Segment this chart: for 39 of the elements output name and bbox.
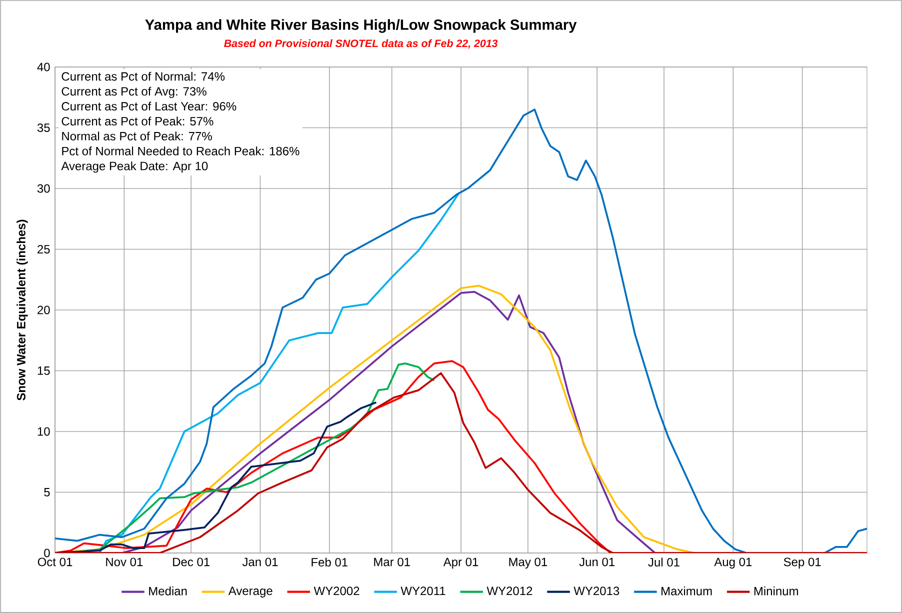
- chart-title: Yampa and White River Basins High/Low Snowpack Summary: [145, 19, 577, 33]
- legend-label: WY2012: [486, 586, 532, 596]
- y-tick-label: 5: [44, 488, 50, 496]
- legend-label: WY2011: [400, 586, 446, 596]
- chart-subtitle: Based on Provisional SNOTEL data as of Feb 22, 2013: [224, 39, 498, 49]
- x-tick-label: Mar 01: [374, 558, 410, 566]
- y-tick-label: 35: [37, 123, 50, 132]
- legend-label: Median: [149, 586, 187, 596]
- legend-label: Average: [228, 586, 272, 598]
- y-axis-title: Snow Water Equivalent (inches): [16, 220, 28, 400]
- y-tick-label: 10: [38, 427, 50, 436]
- legend-label: WY2002: [314, 586, 360, 596]
- x-tick-label: Oct 01: [38, 558, 72, 566]
- annotation: Current as Pct of Avg: 73%: [62, 86, 206, 98]
- y-tick-label: 40: [37, 62, 50, 72]
- annotation: Average Peak Date: Apr 10: [61, 161, 208, 173]
- y-tick-label: 0: [44, 548, 50, 558]
- legend-label: Mininum: [754, 586, 798, 596]
- x-tick-label: Feb 01: [312, 558, 348, 567]
- x-tick-label: Sep 01: [784, 558, 821, 569]
- annotation: Normal as Pct of Peak: 77%: [62, 132, 212, 140]
- x-tick-label: Nov 01: [106, 558, 143, 566]
- x-tick-label: Jun 01: [579, 558, 614, 566]
- x-tick-label: Jan 01: [242, 558, 278, 566]
- legend-label: Maximum: [662, 586, 712, 596]
- annotation: Current as Pct of Peak: 57%: [62, 116, 214, 126]
- x-tick-label: May 01: [509, 558, 548, 569]
- x-tick-label: Dec 01: [173, 558, 210, 566]
- legend-label: WY2013: [574, 586, 620, 596]
- annotation: Pct of Normal Needed to Reach Peak: 186%: [62, 146, 300, 156]
- y-tick-label: 30: [37, 184, 50, 193]
- annotation: Current as Pct of Last Year: 96%: [62, 102, 236, 111]
- annotation: Current as Pct of Normal: 74%: [62, 72, 225, 81]
- x-tick-label: Apr 01: [443, 558, 478, 569]
- y-tick-label: 25: [38, 244, 50, 254]
- y-tick-label: 15: [38, 366, 50, 375]
- x-tick-label: Aug 01: [714, 558, 752, 569]
- x-tick-label: Jul 01: [648, 558, 680, 567]
- y-tick-label: 20: [38, 306, 50, 314]
